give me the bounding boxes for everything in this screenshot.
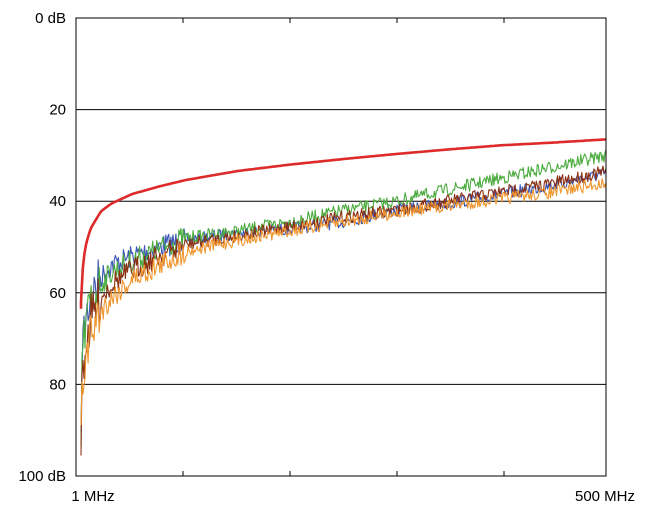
y-tick-label-100: 100 dB xyxy=(18,468,66,485)
series-line-1 xyxy=(79,138,607,309)
y-tick-label-80: 80 xyxy=(49,376,66,393)
series-line-2 xyxy=(80,168,607,433)
series-group xyxy=(79,138,607,456)
y-tick-label-40: 40 xyxy=(49,193,66,210)
axis-ticks xyxy=(182,18,505,476)
y-tick-label-0: 0 dB xyxy=(35,10,66,27)
x-start-label: 1 MHz xyxy=(71,488,114,505)
y-tick-label-60: 60 xyxy=(49,285,66,302)
plot-border xyxy=(75,17,607,477)
x-end-label: 500 MHz xyxy=(575,488,635,505)
y-axis-labels: 0 dB 20 40 60 80 100 dB xyxy=(18,10,66,485)
series-line-3 xyxy=(80,149,607,447)
grid-lines xyxy=(76,17,606,385)
y-tick-label-20: 20 xyxy=(49,102,66,119)
series-line-5 xyxy=(80,178,607,426)
series-line-4 xyxy=(80,165,607,456)
plot-frame xyxy=(75,17,607,477)
